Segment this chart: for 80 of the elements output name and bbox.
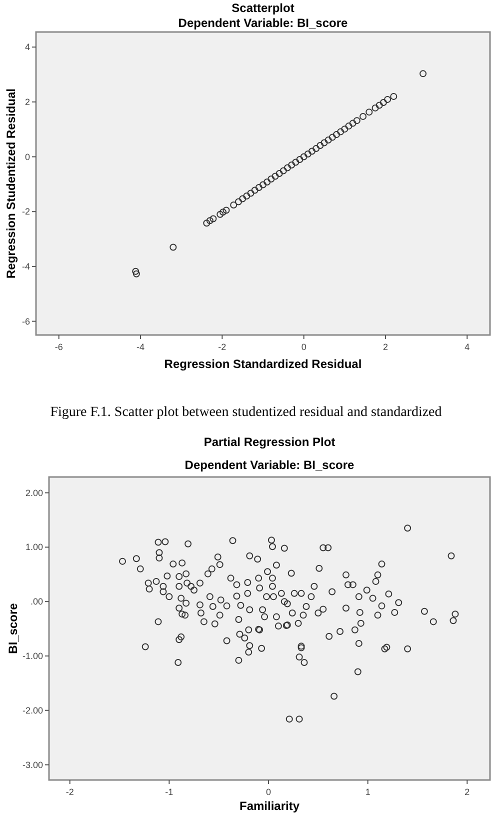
x-tick-label: -1: [165, 787, 174, 797]
x-axis-title: Regression Standardized Residual: [164, 357, 362, 371]
y-tick-label: 4: [24, 42, 30, 52]
point: [328, 134, 336, 141]
x-tick-label: 0: [301, 342, 306, 352]
y-tick-label: -4: [22, 261, 30, 272]
point: [206, 217, 214, 224]
point: [132, 268, 140, 275]
point: [251, 186, 258, 194]
y-tick-label: -2: [22, 206, 30, 217]
x-tick-label: 2: [382, 342, 388, 352]
point: [255, 184, 262, 191]
point: [390, 92, 398, 100]
y-tick-label: 2.00: [25, 488, 43, 498]
point: [272, 172, 279, 180]
point: [284, 164, 291, 172]
point: [345, 122, 352, 130]
point: [288, 161, 296, 168]
point: [210, 215, 217, 222]
x-tick-label: 0: [266, 787, 272, 797]
point: [222, 206, 230, 214]
point: [243, 192, 250, 200]
point: [304, 150, 312, 158]
point: [337, 128, 344, 136]
point: [216, 210, 224, 218]
point: [308, 148, 316, 155]
point: [132, 270, 140, 278]
point: [420, 70, 427, 78]
y-axis-title: BI_score: [6, 602, 20, 654]
point: [280, 167, 287, 174]
text: Figure F.1. Scatter plot between studentized residual and standardized: [50, 405, 442, 420]
point: [360, 112, 367, 120]
y-tick-label: .00: [30, 596, 43, 607]
y-tick-label: 0: [24, 152, 30, 162]
point: [235, 198, 242, 206]
point: [170, 244, 177, 251]
point: [316, 142, 324, 150]
y-tick-label: 2: [24, 96, 30, 107]
chart-title: Partial Regression Plot: [204, 435, 336, 449]
x-tick-label: -2: [218, 342, 226, 352]
point: [276, 170, 283, 177]
point: [260, 181, 266, 188]
y-tick-label: 1.00: [25, 542, 43, 552]
point: [353, 117, 360, 124]
point: [296, 156, 304, 164]
point: [312, 145, 320, 152]
y-tick-label: -1.00: [22, 650, 43, 661]
point: [203, 220, 210, 227]
point: [219, 208, 226, 216]
chart-title: Scatterplot: [232, 1, 294, 15]
x-tick-label: -2: [66, 787, 74, 797]
y-tick-label: -3.00: [22, 760, 43, 770]
point: [292, 158, 300, 166]
point: [247, 190, 254, 197]
point: [341, 126, 348, 133]
point: [324, 136, 332, 144]
y-tick-label: -2.00: [22, 705, 43, 716]
point: [349, 120, 356, 127]
chart-subtitle: Dependent Variable: BI_score: [184, 458, 355, 472]
point: [230, 202, 238, 209]
y-tick-label: -6: [22, 316, 30, 326]
x-tick-label: 1: [365, 787, 370, 797]
x-tick-label: 2: [464, 787, 470, 797]
point: [372, 104, 379, 112]
point: [376, 102, 383, 109]
point: [239, 195, 246, 202]
y-axis-title: Regression Studentized Residual: [4, 88, 18, 279]
point: [332, 131, 340, 138]
x-tick-label: 4: [464, 342, 470, 352]
point: [320, 139, 328, 146]
x-tick-label: -6: [54, 342, 63, 352]
point: [268, 175, 275, 182]
point: [300, 153, 308, 160]
point: [384, 96, 392, 103]
point: [380, 98, 387, 106]
point: [264, 178, 271, 186]
chart-subtitle: Dependent Variable: BI_score: [178, 16, 348, 30]
x-tick-label: -4: [136, 342, 145, 352]
point: [366, 108, 373, 116]
x-axis-title: Familiarity: [239, 799, 300, 813]
